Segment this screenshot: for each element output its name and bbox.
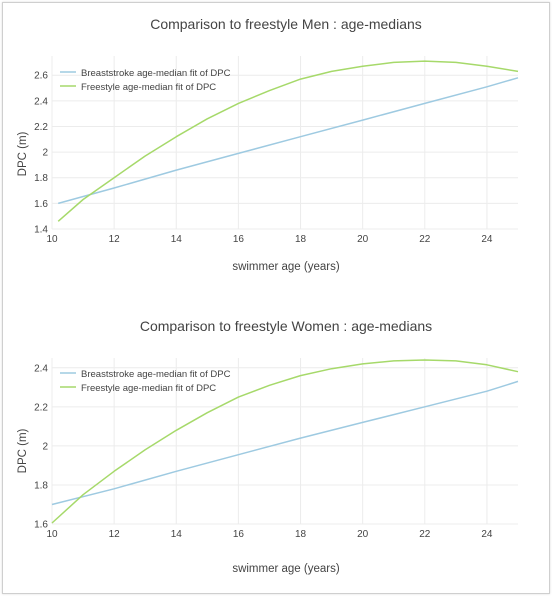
chart-panel-men: Comparison to freestyle Men : age-median…	[17, 16, 519, 273]
y-tick-label: 1.6	[34, 199, 48, 210]
series-line-freestyle	[57, 60, 519, 222]
x-tick-label: 24	[481, 234, 493, 245]
y-tick-label: 2.6	[34, 71, 48, 82]
x-tick-label: 16	[233, 529, 245, 540]
chart-title: Comparison to freestyle Men : age-median…	[150, 16, 422, 32]
chart-title: Comparison to freestyle Women : age-medi…	[140, 318, 432, 334]
x-tick-label: 16	[233, 234, 245, 245]
x-tick-label: 20	[357, 234, 369, 245]
chart-panel-women: Comparison to freestyle Women : age-medi…	[0, 298, 552, 596]
x-tick-label: 10	[46, 234, 58, 245]
grid-lines	[51, 358, 518, 525]
x-tick-label: 18	[295, 234, 307, 245]
x-axis-title: swimmer age (years)	[232, 261, 340, 273]
legend-label-breaststroke: Breaststroke age-median fit of DPC	[81, 369, 231, 380]
y-tick-label: 2.2	[34, 402, 48, 413]
x-tick-label: 22	[419, 529, 431, 540]
x-tick-label: 12	[109, 234, 121, 245]
y-tick-label: 2	[42, 148, 48, 159]
y-tick-label: 1.8	[34, 480, 48, 491]
y-tick-label: 1.6	[34, 520, 48, 531]
grid-lines	[51, 56, 518, 230]
y-tick-label: 1.8	[34, 173, 48, 184]
y-axis-title: DPC (m)	[17, 131, 29, 176]
y-tick-label: 2	[42, 441, 48, 452]
x-tick-label: 22	[419, 234, 431, 245]
x-tick-label: 14	[171, 529, 183, 540]
y-axis-title: DPC (m)	[17, 428, 29, 473]
x-tick-label: 18	[295, 529, 307, 540]
legend-label-freestyle: Freestyle age-median fit of DPC	[81, 383, 216, 394]
legend-label-breaststroke: Breaststroke age-median fit of DPC	[81, 68, 231, 79]
x-tick-label: 10	[46, 529, 58, 540]
x-tick-label: 24	[481, 529, 493, 540]
x-tick-label: 14	[171, 234, 183, 245]
y-tick-label: 2.4	[34, 96, 48, 107]
y-tick-label: 1.4	[34, 225, 48, 236]
x-tick-label: 20	[357, 529, 369, 540]
series-line-freestyle	[51, 359, 519, 524]
x-axis-title: swimmer age (years)	[232, 563, 340, 575]
legend-label-freestyle: Freestyle age-median fit of DPC	[81, 82, 216, 93]
chart-men-svg: Comparison to freestyle Men : age-median…	[17, 16, 519, 273]
x-tick-label: 12	[109, 529, 121, 540]
series-line-breaststroke	[58, 77, 519, 205]
series-line-breaststroke	[51, 380, 519, 506]
y-tick-label: 2.2	[34, 122, 48, 133]
chart-women-svg: Comparison to freestyle Women : age-medi…	[17, 318, 519, 575]
y-tick-label: 2.4	[34, 363, 48, 374]
